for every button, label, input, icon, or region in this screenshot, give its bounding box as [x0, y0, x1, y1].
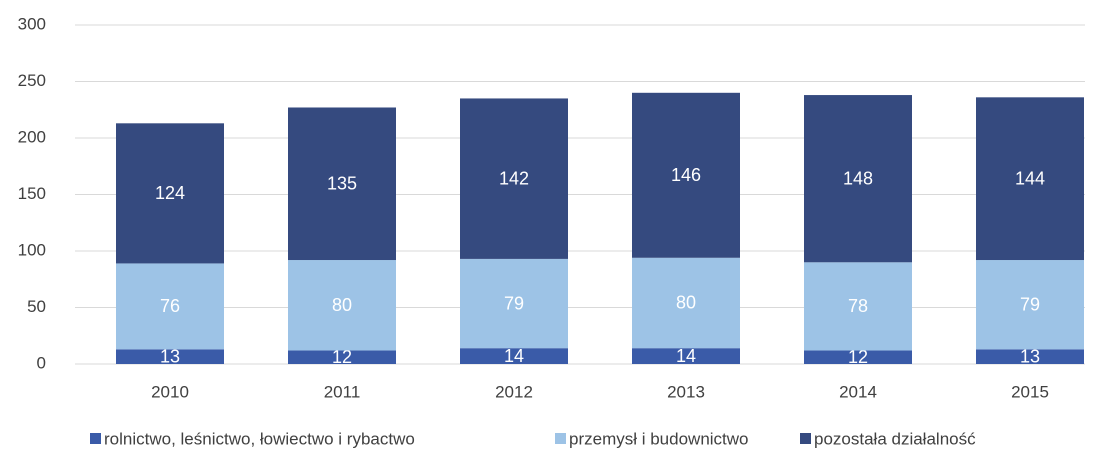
bar-segment [804, 95, 912, 263]
y-tick-label: 300 [18, 14, 46, 33]
y-tick-label: 150 [18, 184, 46, 203]
bar-segment [976, 260, 1084, 350]
bar-segment [632, 348, 740, 364]
bar-segment [632, 257, 740, 349]
data-label: 146 [671, 165, 701, 185]
data-label: 124 [155, 183, 185, 203]
legend-label: rolnictwo, leśnictwo, łowiectwo i rybact… [104, 429, 415, 448]
x-tick-label: 2015 [1011, 382, 1049, 401]
y-tick-label: 200 [18, 127, 46, 146]
data-label: 80 [332, 295, 352, 315]
bar-segment [116, 263, 224, 350]
data-label: 79 [504, 293, 524, 313]
bar-segment [288, 107, 396, 261]
data-label: 13 [160, 346, 180, 366]
bar-segment [288, 350, 396, 364]
legend-swatch [90, 433, 101, 444]
x-tick-label: 2010 [151, 382, 189, 401]
bar-segment [460, 348, 568, 364]
data-label: 142 [499, 168, 529, 188]
data-label: 13 [1020, 346, 1040, 366]
legend-label: przemysł i budownictwo [569, 429, 749, 448]
y-tick-label: 100 [18, 240, 46, 259]
data-label: 144 [1015, 168, 1045, 188]
data-label: 12 [332, 347, 352, 367]
data-label: 14 [676, 346, 696, 366]
bar-segment [804, 350, 912, 364]
y-tick-label: 50 [27, 297, 46, 316]
bar-segment [460, 98, 568, 259]
data-label: 135 [327, 174, 357, 194]
bar-segment [116, 349, 224, 364]
data-label: 148 [843, 168, 873, 188]
legend-swatch [800, 433, 811, 444]
bar-segment [976, 349, 1084, 364]
y-tick-label: 250 [18, 71, 46, 90]
data-label: 12 [848, 347, 868, 367]
data-label: 80 [676, 293, 696, 313]
data-label: 76 [160, 296, 180, 316]
bar-segment [288, 260, 396, 351]
x-tick-label: 2011 [324, 382, 361, 401]
data-label: 14 [504, 346, 524, 366]
data-label: 79 [1020, 294, 1040, 314]
data-label: 78 [848, 296, 868, 316]
bar-segment [632, 92, 740, 258]
bar-segment [116, 123, 224, 264]
bar-segment [804, 262, 912, 351]
x-tick-label: 2014 [839, 382, 877, 401]
legend-swatch [555, 433, 566, 444]
x-tick-label: 2012 [495, 382, 533, 401]
bar-segment [976, 97, 1084, 261]
legend-label: pozostała działalność [814, 429, 976, 448]
x-tick-label: 2013 [667, 382, 705, 401]
bar-segment [460, 258, 568, 349]
y-tick-label: 0 [37, 353, 46, 372]
